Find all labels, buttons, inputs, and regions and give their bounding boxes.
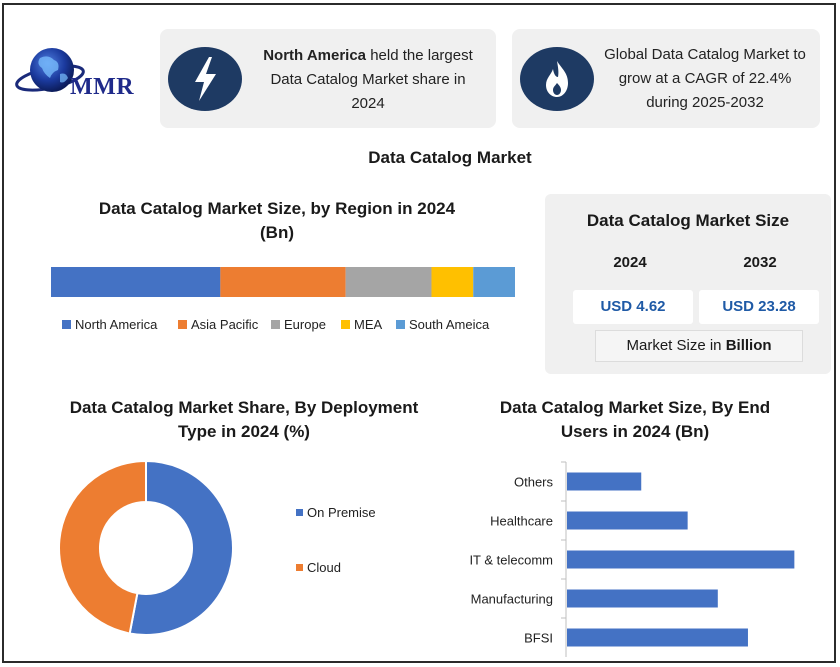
region-legend-swatch (271, 320, 280, 329)
region-bar-segment (220, 267, 346, 297)
end-users-bar (567, 511, 688, 530)
region-legend-swatch (62, 320, 71, 329)
deployment-legend-swatch (296, 564, 303, 571)
market-size-title: Data Catalog Market Size (586, 211, 790, 230)
region-legend-swatch (341, 320, 350, 329)
deployment-chart-title: Data Catalog Market Share, By Deployment… (69, 398, 419, 441)
end-users-bar (567, 589, 718, 608)
deployment-legend-label: Cloud (307, 560, 341, 575)
region-legend-label: Asia Pacific (191, 317, 259, 332)
card-region-text: North America held the largest Data Cata… (263, 47, 473, 112)
end-users-bar (567, 472, 642, 491)
deployment-legend-swatch (296, 509, 303, 516)
end-users-category-label: Manufacturing (471, 592, 553, 607)
flame-icon (520, 47, 594, 111)
page-title: Data Catalog Market (368, 148, 532, 167)
region-legend-label: North America (75, 317, 158, 332)
highlight-card-cagr: Global Data Catalog Market to grow at a … (512, 29, 820, 128)
logo-text: MMR (70, 74, 135, 100)
mmr-globe-logo (15, 48, 85, 92)
end-users-category-label: BFSI (524, 631, 553, 646)
region-bar-segment (473, 267, 515, 297)
region-bar-segment (431, 267, 474, 297)
market-size-unit: Market Size in Billion (595, 330, 803, 362)
end-users-category-label: Healthcare (490, 514, 553, 529)
donut-slice (58, 459, 147, 635)
region-legend-label: MEA (354, 317, 383, 332)
end-users-category-label: IT & telecomm (469, 553, 553, 568)
region-bar-segment (345, 267, 432, 297)
region-legend-swatch (178, 320, 187, 329)
region-legend-swatch (396, 320, 405, 329)
donut-slice (128, 459, 234, 636)
lightning-bolt-icon (168, 47, 242, 111)
market-size-2024-value: USD 4.62 (573, 290, 693, 324)
card-cagr-text: Global Data Catalog Market to grow at a … (604, 46, 806, 111)
end-users-bar (567, 550, 795, 569)
region-chart-title: Data Catalog Market Size, by Region in 2… (98, 199, 456, 242)
market-size-panel: Data Catalog Market Size 2024 2032 USD 4… (545, 194, 831, 374)
region-legend-label: Europe (284, 317, 326, 332)
highlight-card-region: North America held the largest Data Cata… (160, 29, 496, 128)
region-bar-segment (51, 267, 221, 297)
end-users-chart-title: Data Catalog Market Size, By End Users i… (499, 398, 771, 441)
year-2032-label: 2032 (743, 254, 777, 271)
region-legend-label: South Ameica (409, 317, 490, 332)
deployment-legend-label: On Premise (307, 505, 376, 520)
end-users-bar (567, 628, 748, 647)
year-2024-label: 2024 (613, 254, 647, 271)
end-users-category-label: Others (514, 475, 554, 490)
market-size-2032-value: USD 23.28 (699, 290, 819, 324)
